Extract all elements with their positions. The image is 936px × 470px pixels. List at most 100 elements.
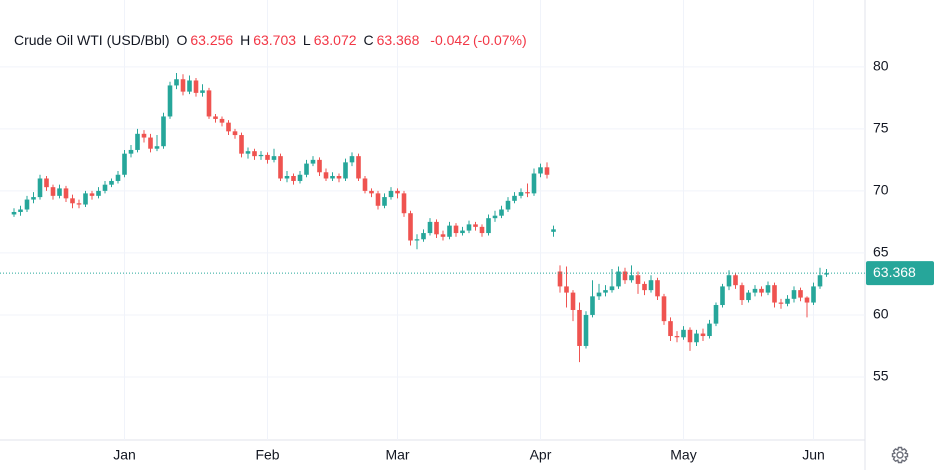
candle-body xyxy=(18,209,23,212)
change-percent: (-0.07%) xyxy=(472,32,527,48)
candle-body xyxy=(57,188,62,196)
y-tick-label: 60 xyxy=(873,306,889,322)
candle-body xyxy=(499,209,504,216)
candle-body xyxy=(622,271,628,281)
candle-body xyxy=(161,116,166,147)
candle-body xyxy=(486,218,491,234)
last-price-label: 63.368 xyxy=(873,264,916,280)
open-value: 63.256 xyxy=(190,32,234,48)
candle-body xyxy=(765,285,771,293)
candle-body xyxy=(635,275,641,284)
candle-body xyxy=(681,329,686,338)
candle-body xyxy=(265,154,270,160)
candle-body xyxy=(466,224,472,231)
candle-body xyxy=(31,197,36,200)
candle-body xyxy=(479,226,485,234)
y-tick-label: 75 xyxy=(873,120,889,136)
candle-body xyxy=(733,275,738,286)
candle-body xyxy=(213,116,218,119)
candle-body xyxy=(128,149,134,154)
candle-body xyxy=(785,298,790,304)
candle-body xyxy=(687,329,693,343)
candle-body xyxy=(726,275,732,287)
grid xyxy=(0,0,865,440)
candle-body xyxy=(232,131,238,136)
change-value: -0.042 xyxy=(430,32,470,48)
candle-body xyxy=(356,156,361,179)
y-tick-label: 55 xyxy=(873,368,889,384)
candle-body xyxy=(746,292,751,301)
candle-body xyxy=(759,288,764,293)
candle-body xyxy=(278,156,283,179)
candle-body xyxy=(336,175,342,179)
candle-body xyxy=(245,151,251,154)
candle-body xyxy=(89,193,95,196)
candle-body xyxy=(564,286,569,293)
candle-body xyxy=(180,79,186,92)
candle-body xyxy=(434,221,439,235)
candle-body xyxy=(492,215,498,219)
candles xyxy=(11,73,829,363)
candle-body xyxy=(817,275,823,287)
candle-body xyxy=(284,175,290,179)
candle-body xyxy=(141,133,147,138)
candle-body xyxy=(310,159,316,164)
candle-body xyxy=(798,290,803,298)
candle-body xyxy=(96,190,101,196)
open-label: O xyxy=(176,32,188,48)
candle-body xyxy=(70,198,75,204)
candle-body xyxy=(115,174,121,181)
x-tick-label: Apr xyxy=(530,447,552,463)
candle-body xyxy=(323,172,329,179)
candle-body xyxy=(11,211,17,215)
candle-body xyxy=(414,239,420,241)
candle-body xyxy=(739,285,745,301)
candle-body xyxy=(791,290,797,299)
candle-body xyxy=(453,225,459,234)
candle-body xyxy=(811,286,816,303)
candle-body xyxy=(661,296,667,322)
candle-body xyxy=(531,173,537,194)
candle-body xyxy=(427,221,433,234)
candle-body xyxy=(382,197,387,206)
candle-body xyxy=(609,286,615,291)
candle-body xyxy=(505,200,511,210)
candle-body xyxy=(369,190,374,194)
candle-body xyxy=(440,234,446,237)
candle-body xyxy=(109,180,114,185)
candle-body xyxy=(252,151,257,157)
candle-body xyxy=(291,175,296,181)
candle-body xyxy=(590,296,595,315)
candle-body xyxy=(460,230,465,234)
candle-body xyxy=(694,333,699,343)
candle-body xyxy=(518,192,524,196)
candle-body xyxy=(135,133,140,150)
candle-body xyxy=(304,163,309,175)
settings-icon[interactable] xyxy=(891,446,909,464)
high-value: 63.703 xyxy=(253,32,297,48)
candle-body xyxy=(219,118,225,123)
candle-body xyxy=(226,122,231,132)
x-tick-label: May xyxy=(670,447,696,463)
candle-body xyxy=(512,195,517,201)
candle-body xyxy=(551,229,556,232)
candle-body xyxy=(317,159,322,173)
candle-body xyxy=(63,188,69,199)
candle-body xyxy=(655,280,660,297)
candle-body xyxy=(187,80,192,92)
high-label: H xyxy=(240,32,251,48)
candle-body xyxy=(239,135,244,154)
close-label: C xyxy=(363,32,374,48)
x-tick-label: Jan xyxy=(113,447,136,463)
candle-body xyxy=(596,292,602,297)
candle-body xyxy=(174,79,179,86)
close-value: 63.368 xyxy=(376,32,420,48)
y-tick-label: 65 xyxy=(873,244,889,260)
candle-body xyxy=(570,292,576,310)
candle-body xyxy=(83,193,88,205)
candle-body xyxy=(447,225,452,237)
candle-body xyxy=(752,288,758,293)
candle-body xyxy=(330,175,335,179)
